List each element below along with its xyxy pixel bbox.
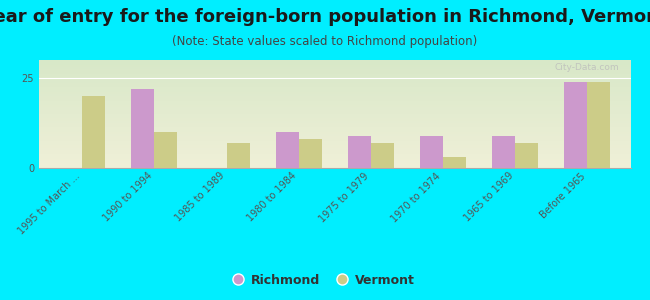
Text: Year of entry for the foreign-born population in Richmond, Vermont: Year of entry for the foreign-born popul… [0,8,650,26]
Bar [370,143,394,168]
Bar [564,82,587,168]
Text: (Note: State values scaled to Richmond population): (Note: State values scaled to Richmond p… [172,34,478,47]
Bar [420,136,443,168]
Bar [83,96,105,168]
Bar [348,136,370,168]
Bar [492,136,515,168]
Text: City-Data.com: City-Data.com [554,63,619,72]
Bar [155,132,177,168]
Bar [515,143,538,168]
Bar [131,89,155,168]
Bar [299,139,322,168]
Bar [443,157,466,168]
Bar [587,82,610,168]
Legend: Richmond, Vermont: Richmond, Vermont [231,270,419,291]
Bar [227,143,250,168]
Bar [276,132,299,168]
